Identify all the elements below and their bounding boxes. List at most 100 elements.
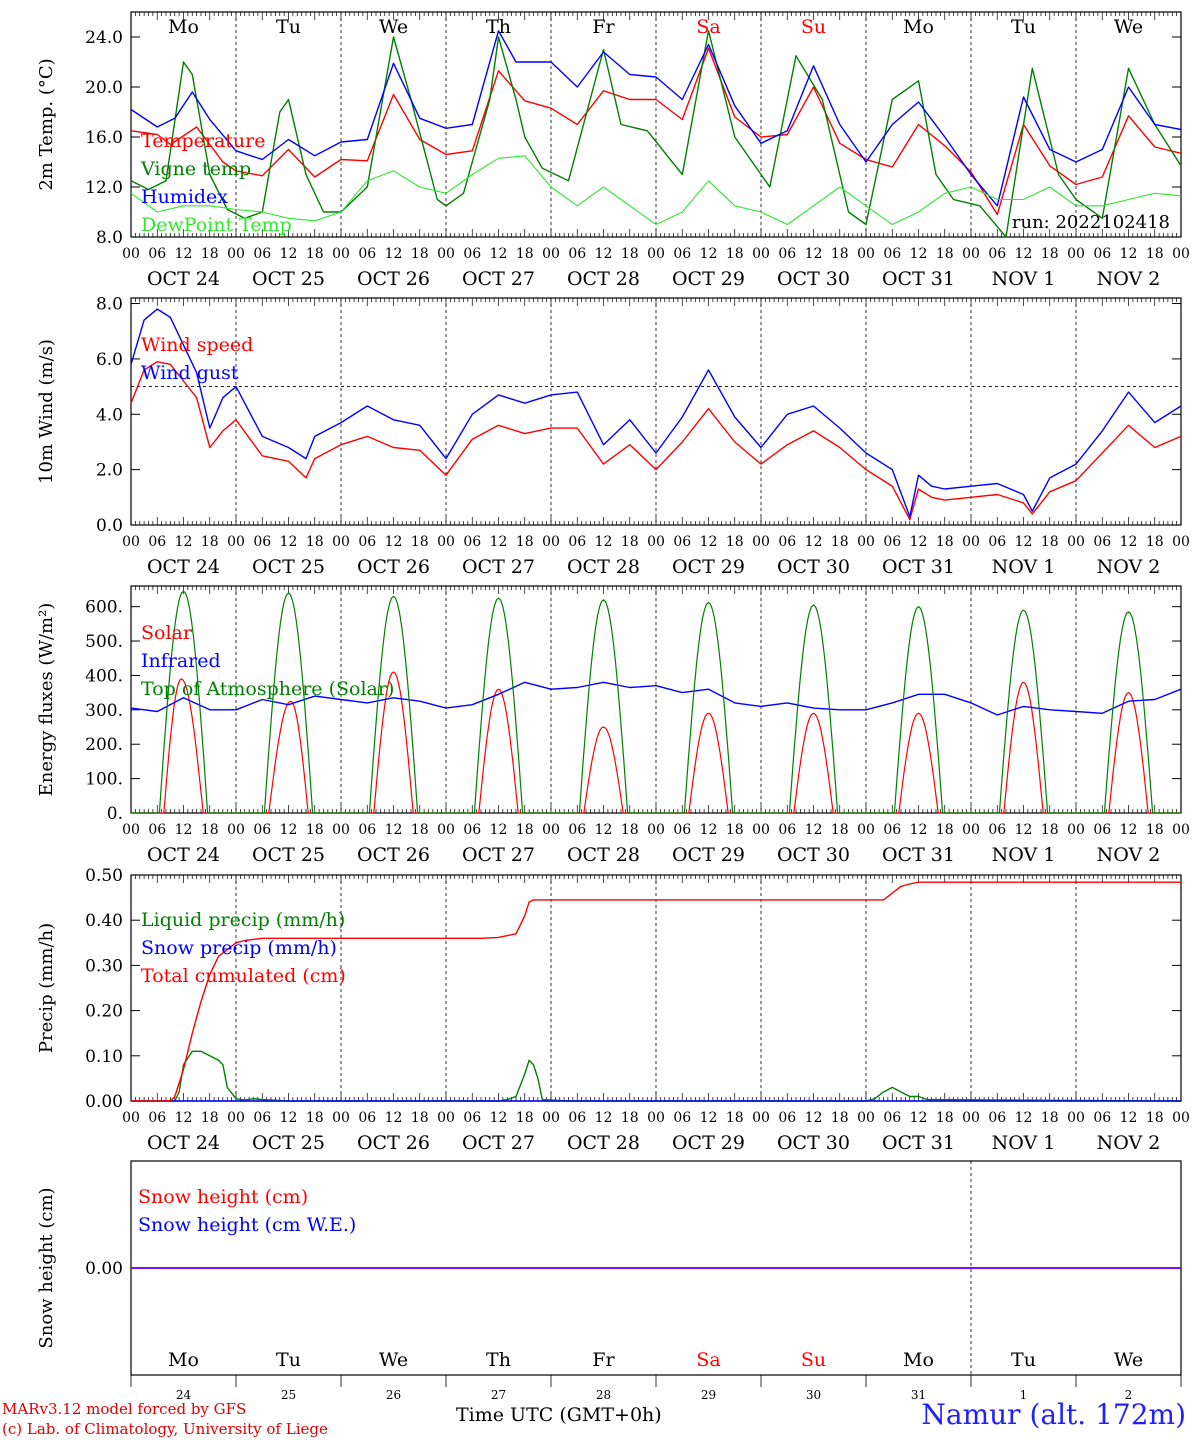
wind-hour-tick-label: 18 bbox=[831, 534, 849, 550]
energy-hour-tick-label: 12 bbox=[490, 822, 508, 838]
temperature-hour-tick-label: 18 bbox=[726, 246, 744, 262]
precip-hour-tick-label: 00 bbox=[647, 1110, 665, 1126]
temperature-date-label: OCT 24 bbox=[147, 268, 220, 290]
temperature-hour-tick-label: 06 bbox=[148, 246, 166, 262]
temperature-hour-tick-label: 00 bbox=[857, 246, 875, 262]
energy-date-label: OCT 28 bbox=[567, 844, 640, 866]
temperature-run-annotation: run: 2022102418 bbox=[1012, 212, 1170, 233]
precip-legend-entry: Snow precip (mm/h) bbox=[141, 937, 337, 959]
temperature-hour-tick-label: 06 bbox=[253, 246, 271, 262]
precip-hour-tick-label: 06 bbox=[148, 1110, 166, 1126]
wind-hour-tick-label: 06 bbox=[463, 534, 481, 550]
temperature-date-label: NOV 1 bbox=[992, 268, 1056, 290]
weekday-label-bottom: Mo bbox=[903, 1349, 934, 1371]
wind-hour-tick-label: 06 bbox=[883, 534, 901, 550]
temperature-hour-tick-label: 00 bbox=[542, 246, 560, 262]
temperature-date-label: OCT 25 bbox=[252, 268, 325, 290]
energy-hour-tick-label: 06 bbox=[358, 822, 376, 838]
energy-hour-tick-label: 18 bbox=[1146, 822, 1164, 838]
wind-hour-tick-label: 06 bbox=[253, 534, 271, 550]
precip-hour-tick-label: 06 bbox=[883, 1110, 901, 1126]
precip-hour-tick-label: 06 bbox=[778, 1110, 796, 1126]
weekday-label-bottom: Th bbox=[486, 1349, 511, 1371]
temperature-hour-tick-label: 12 bbox=[1015, 246, 1033, 262]
day-number-label: 2 bbox=[1125, 1388, 1133, 1402]
wind-legend-entry: Wind speed bbox=[141, 334, 253, 356]
temperature-hour-tick-label: 12 bbox=[280, 246, 298, 262]
wind-hour-tick-label: 06 bbox=[148, 534, 166, 550]
wind-hour-tick-label: 00 bbox=[332, 534, 350, 550]
weekday-label-top: Su bbox=[801, 16, 826, 38]
precip-hour-tick-label: 18 bbox=[201, 1110, 219, 1126]
precip-date-label: OCT 31 bbox=[882, 1132, 955, 1154]
temperature-series-humidex bbox=[130, 30, 1182, 207]
energy-hour-tick-label: 06 bbox=[568, 822, 586, 838]
precip-hour-tick-label: 12 bbox=[1120, 1110, 1138, 1126]
temperature-hour-tick-label: 12 bbox=[595, 246, 613, 262]
temperature-date-label: OCT 31 bbox=[882, 268, 955, 290]
precip-hour-tick-label: 06 bbox=[988, 1110, 1006, 1126]
energy-legend-entry: Infrared bbox=[141, 650, 221, 672]
precip-hour-tick-label: 06 bbox=[673, 1110, 691, 1126]
day-number-label: 26 bbox=[386, 1388, 401, 1402]
temperature-hour-tick-label: 12 bbox=[1120, 246, 1138, 262]
day-number-label: 25 bbox=[281, 1388, 296, 1402]
energy-hour-tick-label: 00 bbox=[1172, 822, 1190, 838]
energy-date-label: OCT 24 bbox=[147, 844, 220, 866]
temperature-y-tick-label: 12.0 bbox=[85, 178, 123, 198]
wind-hour-tick-label: 06 bbox=[673, 534, 691, 550]
energy-hour-tick-label: 06 bbox=[673, 822, 691, 838]
energy-y-tick-label: 100. bbox=[85, 770, 123, 790]
energy-hour-tick-label: 06 bbox=[883, 822, 901, 838]
wind-hour-tick-label: 00 bbox=[962, 534, 980, 550]
energy-hour-tick-label: 00 bbox=[1067, 822, 1085, 838]
precip-hour-tick-label: 12 bbox=[700, 1110, 718, 1126]
precip-hour-tick-label: 00 bbox=[437, 1110, 455, 1126]
energy-date-label: NOV 1 bbox=[992, 844, 1056, 866]
energy-hour-tick-label: 18 bbox=[516, 822, 534, 838]
precip-hour-tick-label: 00 bbox=[962, 1110, 980, 1126]
wind-hour-tick-label: 18 bbox=[726, 534, 744, 550]
wind-hour-tick-label: 18 bbox=[516, 534, 534, 550]
precip-y-tick-label: 0.10 bbox=[85, 1047, 123, 1067]
precip-hour-tick-label: 18 bbox=[1146, 1110, 1164, 1126]
precip-date-label: NOV 1 bbox=[992, 1132, 1056, 1154]
weekday-label-bottom: Fr bbox=[592, 1349, 615, 1371]
precip-hour-tick-label: 18 bbox=[306, 1110, 324, 1126]
wind-hour-tick-label: 00 bbox=[1172, 534, 1190, 550]
temperature-date-label: OCT 27 bbox=[462, 268, 535, 290]
temperature-hour-tick-label: 00 bbox=[332, 246, 350, 262]
wind-y-tick-label: 4.0 bbox=[96, 405, 123, 425]
energy-hour-tick-label: 18 bbox=[621, 822, 639, 838]
energy-hour-tick-label: 00 bbox=[332, 822, 350, 838]
precip-y-tick-label: 0.00 bbox=[85, 1092, 123, 1112]
temperature-hour-tick-label: 18 bbox=[1041, 246, 1059, 262]
snow-legend-entry: Snow height (cm W.E.) bbox=[138, 1214, 356, 1236]
wind-hour-tick-label: 12 bbox=[1120, 534, 1138, 550]
wind-date-label: OCT 27 bbox=[462, 556, 535, 578]
temperature-hour-tick-label: 18 bbox=[201, 246, 219, 262]
energy-hour-tick-label: 12 bbox=[805, 822, 823, 838]
wind-hour-tick-label: 12 bbox=[175, 534, 193, 550]
precip-hour-tick-label: 00 bbox=[332, 1110, 350, 1126]
energy-hour-tick-label: 18 bbox=[411, 822, 429, 838]
weekday-label-top: Fr bbox=[592, 16, 615, 38]
temperature-hour-tick-label: 00 bbox=[1172, 246, 1190, 262]
energy-hour-tick-label: 18 bbox=[201, 822, 219, 838]
wind-hour-tick-label: 18 bbox=[1041, 534, 1059, 550]
weekday-label-bottom: Tu bbox=[1011, 1349, 1036, 1371]
snow-y-tick-label: 0.00 bbox=[85, 1259, 123, 1279]
wind-hour-tick-label: 18 bbox=[201, 534, 219, 550]
precip-hour-tick-label: 12 bbox=[595, 1110, 613, 1126]
weekday-label-bottom: We bbox=[379, 1349, 408, 1371]
precip-hour-tick-label: 00 bbox=[122, 1110, 140, 1126]
temperature-y-tick-label: 16.0 bbox=[85, 128, 123, 148]
temperature-date-label: NOV 2 bbox=[1097, 268, 1161, 290]
precip-date-label: OCT 24 bbox=[147, 1132, 220, 1154]
precip-hour-tick-label: 12 bbox=[490, 1110, 508, 1126]
precip-hour-tick-label: 00 bbox=[227, 1110, 245, 1126]
energy-hour-tick-label: 12 bbox=[1120, 822, 1138, 838]
energy-hour-tick-label: 18 bbox=[831, 822, 849, 838]
wind-date-label: OCT 24 bbox=[147, 556, 220, 578]
energy-y-axis-label: Energy fluxes (W/m²) bbox=[36, 603, 57, 797]
